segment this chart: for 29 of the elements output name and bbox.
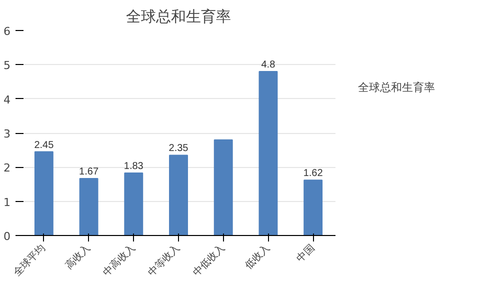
bar — [304, 180, 323, 236]
x-tick-label: 中高收入 — [100, 242, 138, 279]
data-label: 1.83 — [124, 160, 144, 172]
x-tick-label: 高收入 — [62, 242, 93, 272]
y-tick-label: 5 — [4, 59, 10, 72]
y-tick-label: 4 — [4, 93, 10, 106]
data-label: 4.8 — [261, 60, 276, 70]
x-tick-label: 全球平均 — [11, 242, 48, 279]
bar — [214, 139, 233, 236]
bar — [34, 151, 54, 236]
text: 全球总和生育率 — [358, 80, 435, 95]
y-tick-label: 6 — [4, 25, 10, 38]
bar — [124, 172, 144, 236]
y-tick-label: 1 — [4, 196, 10, 209]
data-label: 2.45 — [34, 140, 54, 151]
data-label: 1.67 — [79, 166, 99, 178]
chart-title: 全球总和生育率 — [126, 8, 231, 26]
bar — [258, 71, 278, 236]
x-tick-label: 中国 — [294, 242, 317, 265]
data-label: 2.35 — [168, 143, 189, 154]
x-tick-label: 中等收入 — [146, 242, 182, 279]
y-tick-label: 2 — [4, 162, 10, 175]
x-tick-label: 低收入 — [242, 242, 272, 272]
bar — [79, 178, 98, 236]
x-tick-label: 中低收入 — [190, 242, 228, 279]
bar — [169, 154, 188, 236]
y-tick-label: 3 — [4, 128, 10, 140]
data-label: 1.62 — [303, 168, 324, 180]
y-tick-label: 0 — [4, 230, 10, 243]
